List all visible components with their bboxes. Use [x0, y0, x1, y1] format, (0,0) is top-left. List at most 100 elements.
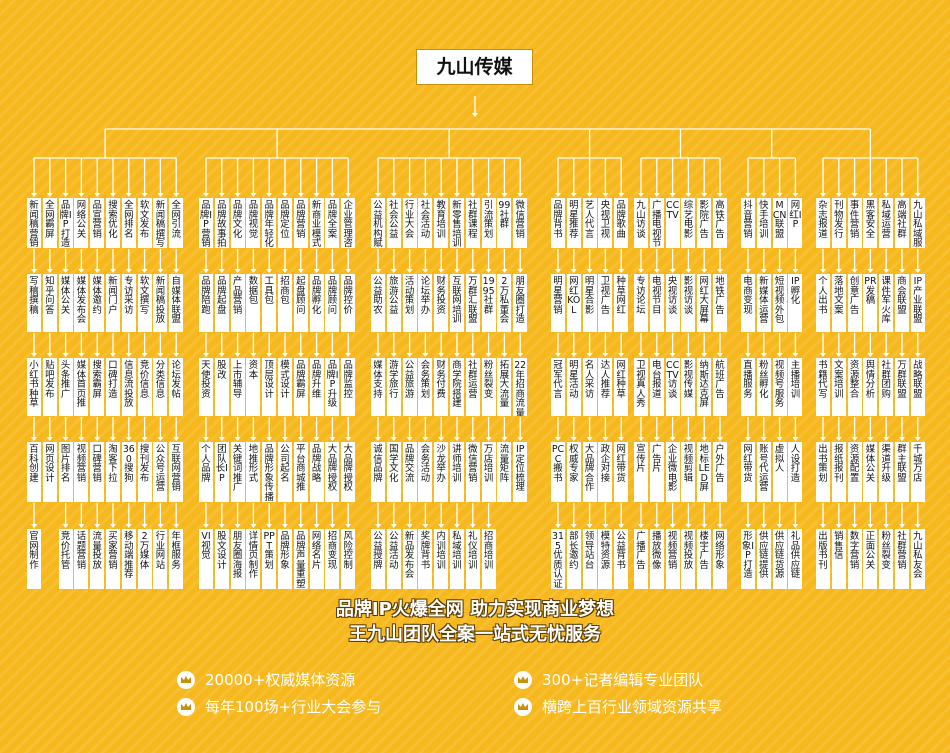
arrow-head-icon [701, 437, 708, 441]
service-box: 产品营销 [230, 274, 245, 332]
service-box: 分类信息 [153, 358, 168, 416]
service-box: 奖牌背书 [418, 529, 433, 589]
arrow-head-icon [602, 437, 609, 441]
arrow-head-icon [157, 269, 164, 273]
arrow-head-icon [157, 193, 164, 197]
arrow-head-icon [570, 524, 577, 528]
arrow-head-icon [78, 524, 85, 528]
service-box: 活动策划 [402, 274, 417, 332]
arrow-head-icon [125, 269, 132, 273]
arrow-head-icon [701, 353, 708, 357]
arrow-head-icon [250, 437, 257, 441]
arrow-head-icon [517, 353, 524, 357]
arrow-head-icon [438, 437, 445, 441]
service-box: 财务投资 [434, 274, 449, 332]
service-box: 朋友圈打造 [513, 274, 528, 332]
service-box: 礼仪培训 [465, 529, 480, 589]
service-box: 口碑打造 [106, 358, 120, 416]
arrow-head-icon [638, 353, 644, 357]
service-box: 公益授牌 [371, 529, 385, 589]
arrow-head-icon [173, 437, 180, 441]
service-box: 品牌形象传播 [262, 442, 277, 502]
service-box: 讲师培训 [450, 442, 464, 502]
arrow-head-icon [669, 524, 676, 528]
service-box: 户外广告 [713, 442, 727, 502]
arrow-head-icon [141, 193, 148, 197]
service-box: 招商包 [278, 274, 292, 332]
service-box: 专访采访 [121, 274, 136, 332]
arrow-head-icon [234, 193, 241, 197]
service-box: 专访论坛 [634, 274, 648, 332]
service-box: 网红带货 [614, 442, 629, 502]
arrow-head-icon [250, 353, 257, 357]
service-box: 1995社群 [481, 274, 496, 332]
arrow-head-icon [173, 353, 180, 357]
service-box: 商会联盟 [895, 274, 909, 332]
service-box: 新闻稿营销 [27, 198, 41, 248]
tagline-line-2: 王九山团队全案一站式无忧服务 [349, 624, 601, 645]
service-box: 品牌交流 [402, 442, 417, 502]
arrow-head-icon [899, 269, 905, 273]
arrow-head-icon [602, 524, 609, 528]
arrow-head-icon [914, 437, 921, 441]
arrow-head-icon [851, 269, 858, 273]
service-box: 网络公关 [74, 198, 89, 248]
service-box: 资源整合 [847, 358, 862, 416]
service-box: 公益背书 [614, 529, 629, 589]
arrow-head-icon [555, 269, 561, 273]
arrow-head-icon [62, 193, 69, 197]
service-box: 品宣营销 [90, 198, 105, 248]
service-box: 人设打造 [788, 442, 803, 502]
arrow-head-icon [517, 269, 524, 273]
arrow-head-icon [618, 353, 625, 357]
service-box: 公益机构赋能 [371, 198, 385, 248]
arrow-head-icon [669, 193, 676, 197]
arrow-head-icon [867, 437, 874, 441]
arrow-head-icon [203, 193, 209, 197]
service-box: 视频营销 [665, 529, 680, 589]
feature-media-resources: 20000+权威媒体资源 [177, 669, 355, 690]
service-box: 媒体邀约 [90, 274, 105, 332]
service-box: IP孵化 [788, 274, 803, 332]
arrow-head-icon [375, 269, 381, 273]
service-box: 竞价托管 [58, 529, 73, 589]
arrow-head-icon [157, 524, 164, 528]
service-box: 资源配置 [847, 442, 862, 502]
arrow-head-icon [501, 193, 508, 197]
service-box: 媒体支持 [371, 358, 385, 416]
service-box: 会务活动 [418, 442, 433, 502]
arrow-head-icon [406, 437, 413, 441]
arrow-head-icon [555, 437, 561, 441]
service-box: 礼品供应链 [788, 529, 803, 589]
arrow-head-icon [282, 353, 288, 357]
arrow-head-icon [618, 437, 625, 441]
service-box: 正面公关 [863, 529, 878, 589]
service-box: 影视传媒 [681, 358, 696, 416]
arrow-head-icon [422, 437, 429, 441]
service-box: 论坛举办 [418, 274, 433, 332]
service-box: 杂志报道 [816, 198, 830, 248]
crown-icon [514, 670, 532, 689]
arrow-head-icon [820, 524, 826, 528]
root-node[interactable]: 九山传媒 [416, 49, 533, 85]
arrow-head-icon [110, 524, 116, 528]
arrow-head-icon [46, 269, 53, 273]
service-box: 央视访谈 [665, 274, 680, 332]
service-box: 新品发布会 [402, 529, 417, 589]
arrow-head-icon [586, 353, 593, 357]
feature-editor-team: 300+记者编辑专业团队 [514, 669, 703, 690]
service-box: 新商业模式 [309, 198, 324, 248]
arrow-head-icon [282, 437, 288, 441]
service-box: 信息流投放 [121, 358, 136, 416]
service-box: IP定位梳理 [513, 442, 528, 502]
service-box: 招商变现 [325, 529, 340, 589]
arrow-head-icon [618, 524, 625, 528]
service-box: 供应链货源 [772, 529, 787, 589]
service-box: 高铁广告 [713, 198, 727, 248]
service-box: 2万私董会 [497, 274, 512, 332]
arrow-head-icon [685, 437, 692, 441]
arrow-head-icon [760, 353, 767, 357]
service-box: 出书策划 [816, 442, 830, 502]
service-box: 招商培训 [481, 529, 496, 589]
arrow-head-icon [62, 524, 69, 528]
